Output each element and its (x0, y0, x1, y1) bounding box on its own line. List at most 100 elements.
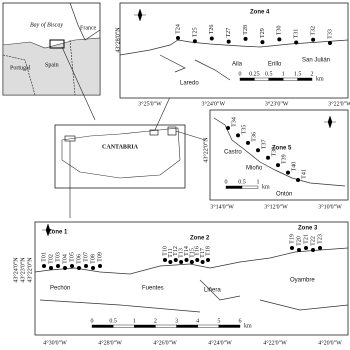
station (226, 39, 231, 44)
region-label: CANTABRIA (102, 144, 139, 150)
scale-label: 0.25 (249, 71, 260, 77)
zone4-estuary (159, 54, 231, 81)
place-label: Erillo (268, 62, 282, 68)
zone4-frame (119, 2, 349, 99)
longitude-label: 3°12'0"W (264, 203, 288, 210)
station-label: T28 (243, 25, 249, 35)
station-label: T34 (231, 117, 237, 127)
station-label: T27 (226, 28, 232, 38)
station (246, 140, 250, 145)
iberia-land (2, 37, 101, 96)
scale-segment (297, 77, 313, 81)
longitude-label: 3°14'0"W (210, 203, 234, 210)
scale-label: 1 (282, 71, 285, 77)
france-coast (69, 2, 101, 41)
station-label: T35 (241, 125, 247, 135)
station-label: T37 (261, 139, 267, 149)
scale-label: 4 (196, 318, 199, 324)
station-label: T02 (48, 254, 54, 264)
station-label: T08 (90, 254, 96, 264)
station-label: T24 (175, 24, 181, 34)
zone-title: Zone 1 (48, 230, 68, 236)
place-label: Laredo (180, 81, 199, 87)
station (226, 126, 230, 130)
station-label: T18 (205, 246, 211, 256)
scale-unit: km (262, 184, 270, 190)
longitude-label: 4°30'0"W (43, 339, 67, 346)
station (290, 246, 294, 250)
scale-segment (155, 324, 177, 328)
station (42, 264, 46, 268)
station-label: T04 (62, 254, 68, 264)
station-label: T11 (168, 248, 174, 257)
zone-title: Zone 3 (298, 226, 318, 232)
station-label: T17 (200, 248, 206, 258)
place-label: Castro (224, 150, 242, 156)
zone-title: Zone 4 (250, 10, 270, 16)
station (91, 266, 95, 270)
zone4-coast (119, 39, 349, 56)
station-label: T39 (281, 154, 287, 164)
scale-unit: km (316, 76, 324, 82)
station (266, 155, 270, 160)
station (168, 260, 173, 264)
zone5-coast (213, 117, 346, 187)
station (63, 266, 67, 270)
cantabria-frame (54, 124, 186, 189)
station (189, 260, 194, 264)
borders (2, 39, 76, 96)
station-label: T40 (291, 162, 297, 172)
station-label: T01 (41, 252, 47, 262)
station-label: T13 (179, 248, 185, 258)
scale-label: 2 (154, 318, 157, 324)
station-label: T23 (317, 234, 323, 244)
zone5-frame (209, 109, 349, 201)
station (184, 258, 189, 262)
place-label: San Julián (302, 58, 330, 64)
station (243, 36, 248, 41)
station-label: T14 (184, 246, 190, 256)
scale-segment (134, 324, 156, 328)
latitude-label: 43°24'0"N (12, 257, 19, 283)
scale-segment (91, 324, 114, 328)
scale-segment (176, 324, 198, 328)
country-label: Portugal (10, 65, 31, 71)
sea-label: Bay of Biscay (30, 21, 63, 28)
latitude-label: 43°22'0"N (26, 257, 33, 283)
longitude-label: 4°26'0"W (153, 339, 177, 346)
station (195, 258, 200, 262)
scale-label: 0.5 (238, 179, 246, 185)
station (49, 266, 53, 270)
north-arrow (42, 223, 54, 237)
place-label: Aila (232, 62, 243, 68)
longitude-label: 4°24'0"W (208, 339, 232, 346)
scale-segment (283, 77, 298, 81)
place-label: Mioño (246, 166, 263, 172)
station (56, 264, 60, 268)
station-label: T36 (251, 132, 257, 142)
longitude-label: 4°20'0"W (318, 339, 342, 346)
scale-label: 1 (133, 318, 136, 324)
station (277, 37, 282, 42)
labels: Bay of Biscay France Portugal Spain CANTABRI… (10, 8, 350, 346)
latitude-label: 43°22'0"N (202, 137, 209, 163)
station (296, 178, 300, 182)
country-label: France (80, 25, 97, 31)
scale-unit: km (244, 323, 252, 329)
scale-segment (112, 324, 135, 328)
station (77, 266, 81, 270)
scale-label: 3 (175, 318, 178, 324)
station-label: T10 (162, 246, 168, 256)
station-label: T21 (303, 234, 309, 244)
arrows (61, 46, 206, 218)
scale-label: 0 (239, 71, 242, 77)
station-label: T06 (76, 254, 82, 264)
west-coast (34, 247, 349, 275)
zone-box (149, 129, 159, 136)
station-label: T05 (69, 252, 75, 262)
station-label: T20 (296, 236, 302, 246)
station (311, 248, 315, 252)
station (276, 163, 280, 168)
scale-label: 0.5 (109, 318, 117, 324)
